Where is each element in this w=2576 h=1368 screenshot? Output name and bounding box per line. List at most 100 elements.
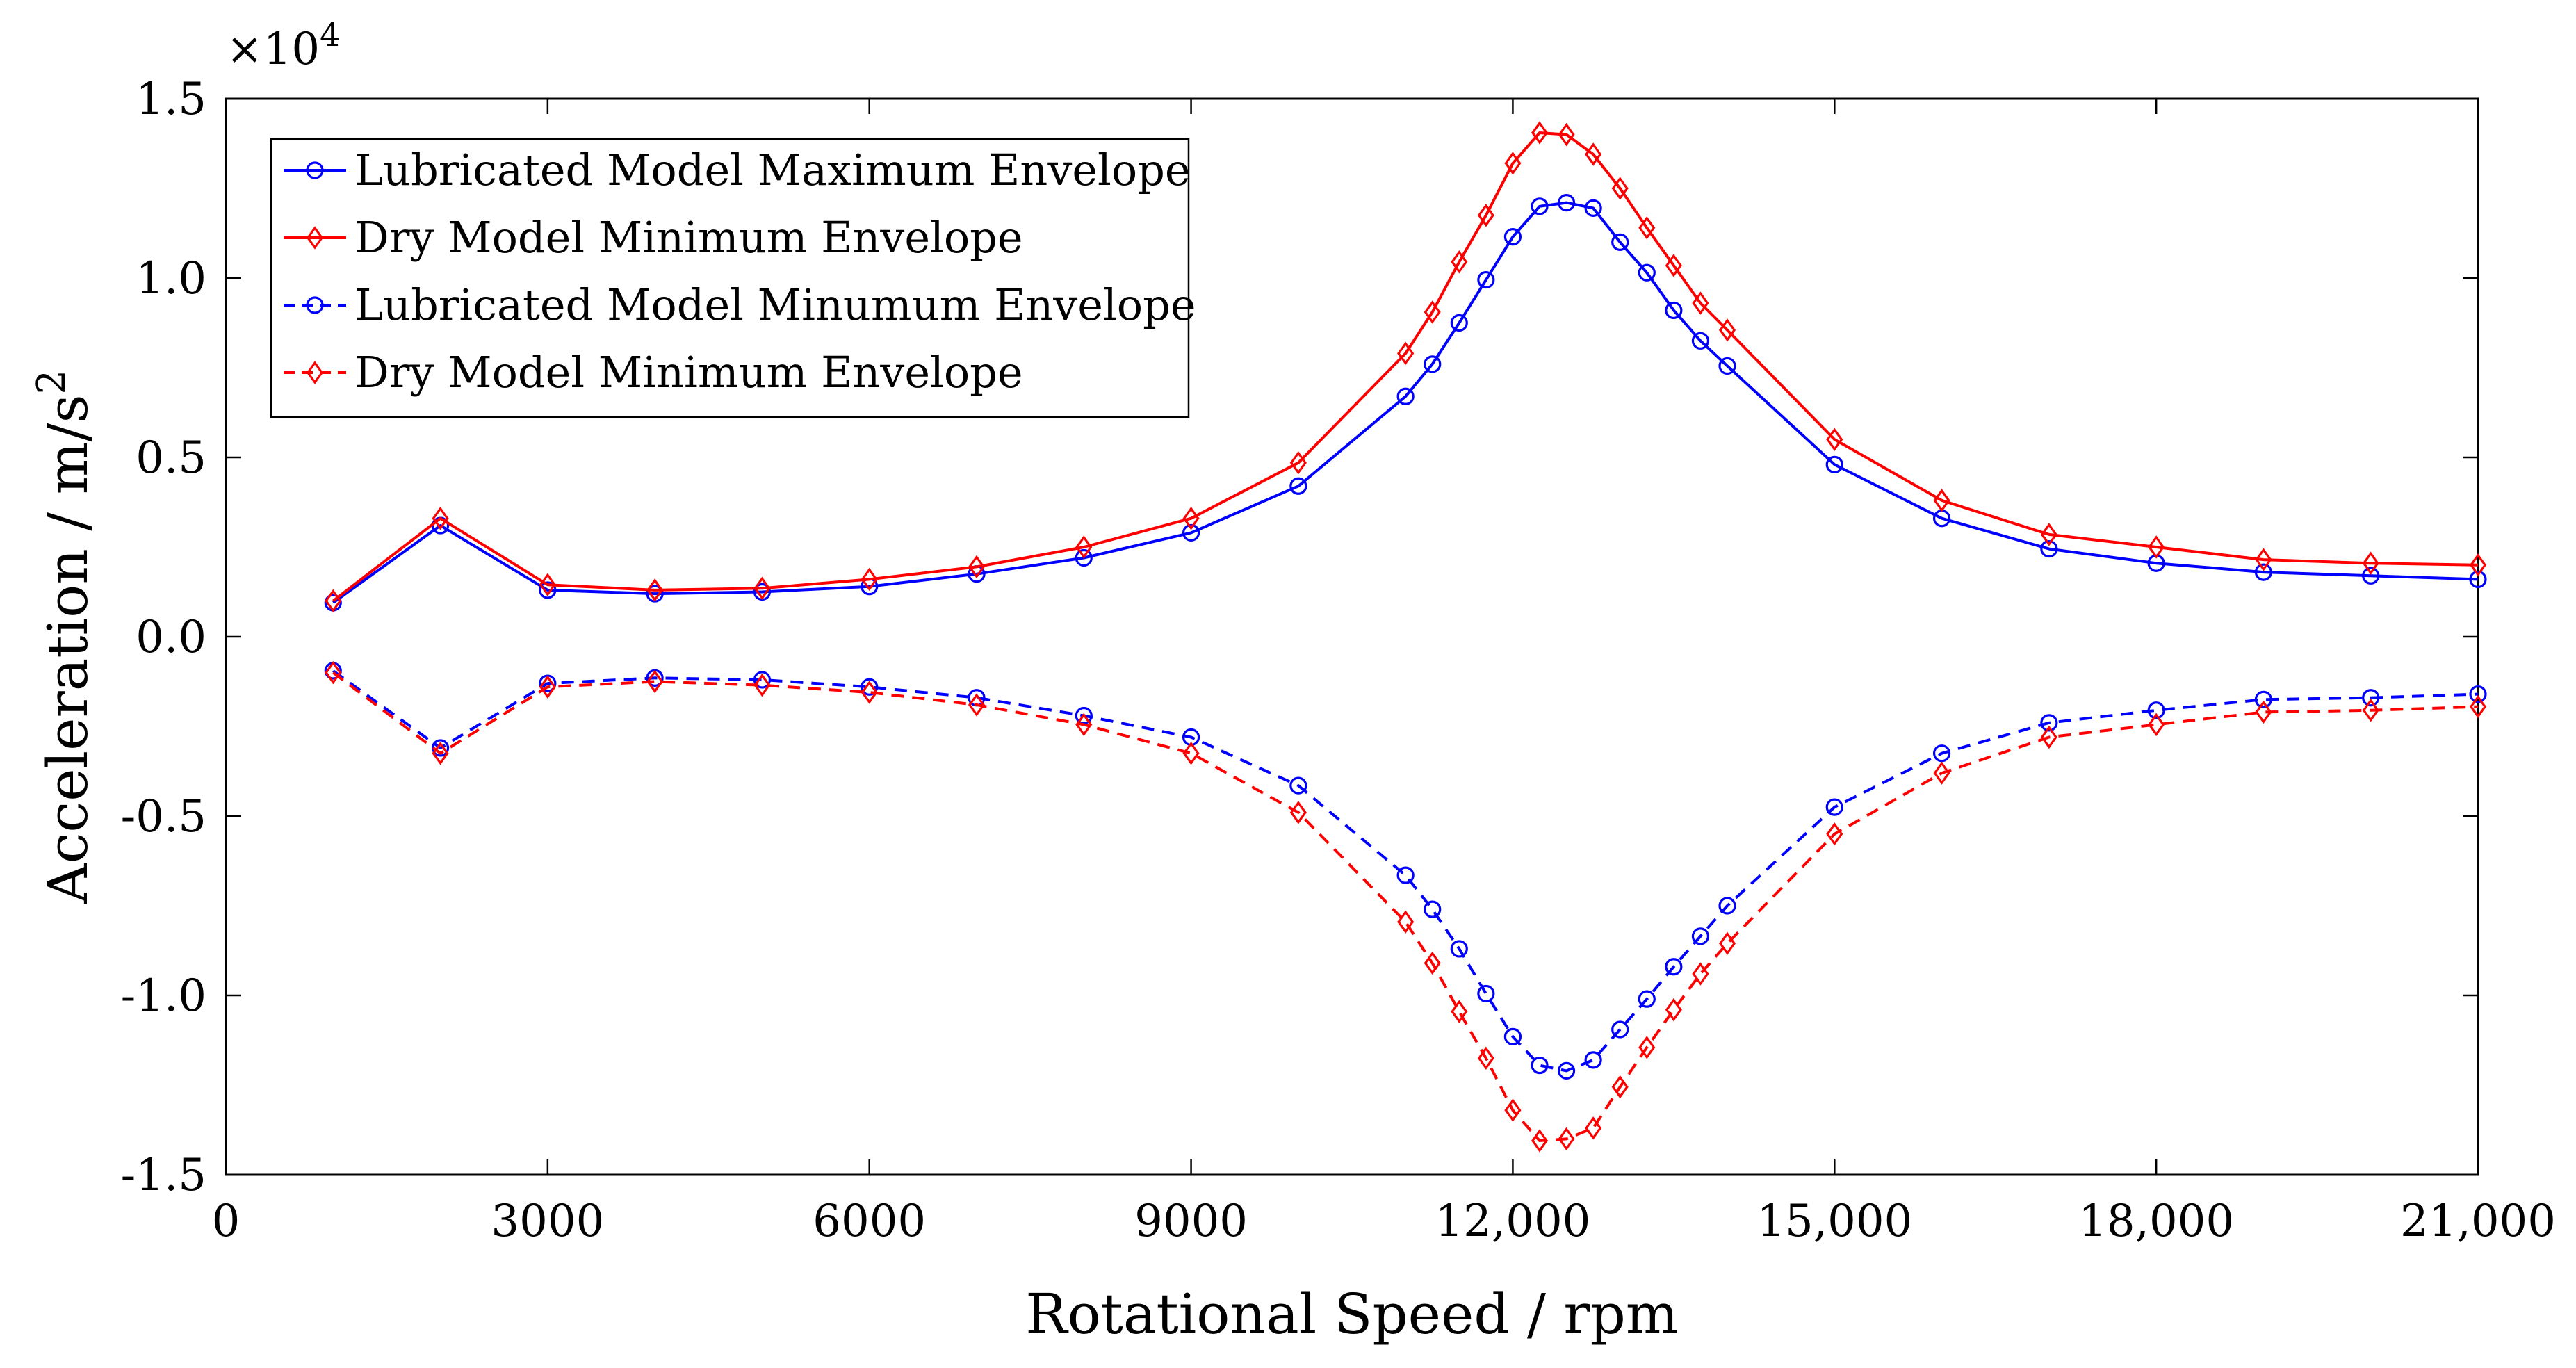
- data-point: [1584, 199, 1602, 217]
- data-point: [1182, 523, 1200, 542]
- data-point: [753, 673, 771, 697]
- data-point: [1289, 801, 1307, 824]
- data-point: [1503, 1027, 1522, 1045]
- data-point: [1396, 387, 1415, 405]
- data-point: [2040, 523, 2057, 546]
- data-point: [1585, 1116, 1602, 1140]
- y-axis-label: Acceleration / m/s2: [29, 370, 100, 904]
- data-point: [1424, 951, 1441, 975]
- data-point: [1933, 761, 1950, 785]
- data-point: [1825, 798, 1843, 816]
- data-point: [1932, 744, 1951, 763]
- y-multiplier-exponent: 4: [320, 16, 340, 54]
- data-point: [2040, 725, 2057, 749]
- y-tick-label: -1.0: [121, 970, 206, 1022]
- data-point: [1503, 228, 1522, 246]
- data-point: [539, 581, 557, 599]
- data-point: [1531, 121, 1549, 145]
- x-tick-label: 0: [212, 1196, 241, 1247]
- data-point: [2469, 553, 2487, 577]
- data-point: [1585, 142, 1602, 166]
- series-line: [332, 671, 2479, 1142]
- data-point: [2362, 551, 2379, 575]
- data-point: [2148, 535, 2165, 559]
- data-point: [1504, 152, 1522, 175]
- data-point: [1611, 1020, 1629, 1039]
- data-point: [2469, 685, 2487, 703]
- data-point: [1182, 741, 1200, 765]
- data-point: [1531, 1057, 1549, 1075]
- data-point: [1396, 866, 1415, 884]
- legend-marker: [306, 226, 324, 250]
- data-point: [2040, 714, 2058, 732]
- data-point: [2469, 694, 2487, 719]
- x-axis-label: Rotational Speed / rpm: [1025, 1282, 1678, 1346]
- data-point: [432, 741, 449, 765]
- data-point: [1289, 451, 1307, 475]
- series-layer: [324, 121, 2487, 1153]
- data-point: [2254, 690, 2273, 708]
- y-axis-multiplier: ×104: [226, 16, 340, 75]
- legend-marker: [306, 161, 324, 179]
- data-point: [1531, 197, 1549, 215]
- data-point: [1075, 548, 1093, 567]
- x-tick-label: 21,000: [2400, 1196, 2556, 1247]
- data-point: [1933, 489, 1950, 512]
- data-point: [861, 567, 878, 592]
- data-point: [1718, 357, 1736, 375]
- data-point: [1504, 1098, 1522, 1122]
- data-point: [1075, 535, 1093, 559]
- x-tick-label: 3000: [491, 1196, 604, 1247]
- legend-marker: [306, 361, 324, 384]
- data-point: [1638, 1036, 1656, 1059]
- legend-label: Lubricated Model Minumum Envelope: [354, 279, 1196, 330]
- series-4: [325, 660, 2487, 1153]
- data-point: [1665, 997, 1682, 1022]
- data-point: [1397, 910, 1415, 934]
- data-point: [1665, 301, 1683, 320]
- data-point: [753, 671, 772, 689]
- data-point: [539, 573, 556, 596]
- data-point: [646, 578, 664, 602]
- data-point: [325, 589, 342, 613]
- data-point: [1424, 900, 1442, 918]
- data-point: [861, 681, 878, 704]
- data-point: [1451, 1000, 1468, 1023]
- x-tick-label: 15,000: [1756, 1196, 1912, 1247]
- data-point: [431, 739, 450, 757]
- x-tick-label: 6000: [813, 1196, 926, 1247]
- series-3: [324, 662, 2487, 1080]
- x-tick-label: 18,000: [2078, 1196, 2234, 1247]
- data-point: [2148, 712, 2165, 737]
- data-point: [1718, 931, 1736, 955]
- y-tick-label: 0.0: [136, 612, 206, 663]
- data-point: [1691, 927, 1710, 945]
- y-tick-label: -0.5: [121, 791, 206, 842]
- y-axis-label-superscript: 2: [29, 370, 74, 395]
- data-point: [968, 555, 986, 579]
- series-line: [332, 131, 2479, 602]
- y-tick-label: 0.5: [136, 432, 206, 484]
- data-point: [1451, 250, 1468, 274]
- data-point: [1826, 427, 1843, 451]
- data-point: [1477, 270, 1495, 289]
- data-point: [1289, 477, 1307, 495]
- data-point: [1477, 203, 1494, 227]
- data-point: [1182, 506, 1200, 530]
- legend-marker: [306, 296, 324, 314]
- data-point: [2254, 563, 2273, 581]
- data-point: [2469, 570, 2487, 589]
- data-point: [2040, 539, 2058, 558]
- data-point: [1691, 332, 1710, 350]
- data-point: [1718, 897, 1736, 915]
- data-point: [2147, 701, 2165, 719]
- data-point: [539, 675, 556, 699]
- data-point: [1289, 776, 1307, 795]
- data-point: [861, 678, 879, 696]
- x-tick-label: 9000: [1134, 1196, 1248, 1247]
- x-tick-label: 12,000: [1435, 1196, 1590, 1247]
- data-point: [2255, 548, 2272, 571]
- data-point: [646, 669, 664, 694]
- data-point: [325, 660, 342, 685]
